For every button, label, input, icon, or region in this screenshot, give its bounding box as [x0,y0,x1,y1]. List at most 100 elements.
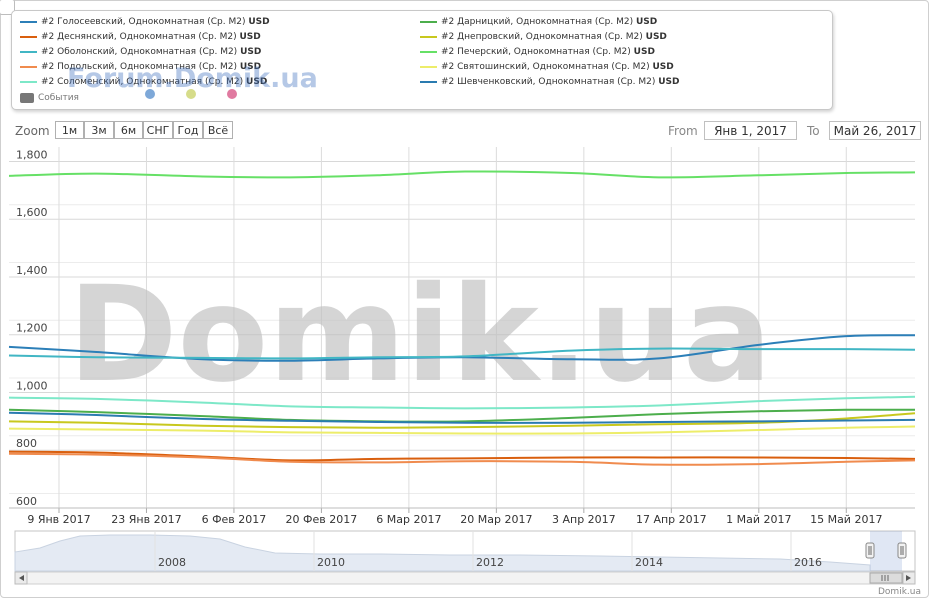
legend-unit: USD [652,62,674,72]
legend-item[interactable]: #2 Днепровский, Однокомнатная (Ср. М2) U… [420,30,667,44]
legend-unit: USD [248,17,270,27]
y-tick-label: 800 [16,437,37,450]
legend-swatch [20,80,37,83]
legend-item[interactable]: #2 Подольский, Однокомнатная (Ср. М2) US… [20,60,261,74]
events-label: События [38,93,79,103]
zoom-button[interactable]: СНГ [143,121,173,139]
legend-item[interactable]: #2 Дарницкий, Однокомнатная (Ср. М2) USD [420,15,657,29]
navigator-tick-label: 2012 [476,556,504,569]
navigator-tick-label: 2014 [635,556,663,569]
x-tick-label: 3 Апр 2017 [552,513,616,526]
arrow-left-icon [19,575,24,581]
x-tick-label: 6 Фев 2017 [202,513,267,526]
series-line[interactable] [8,425,916,435]
series-line[interactable] [8,412,916,429]
legend-label: #2 Деснянский, Однокомнатная (Ср. М2) [41,32,240,42]
series-line[interactable] [8,452,916,466]
navigator-handle[interactable] [865,542,875,559]
x-tick-label: 20 Фев 2017 [286,513,358,526]
legend-item[interactable]: #2 Печерский, Однокомнатная (Ср. М2) USD [420,45,655,59]
legend-dot [145,89,155,99]
from-date-input[interactable]: Янв 1, 2017 [704,121,797,140]
series-line[interactable] [8,408,916,423]
legend-label: #2 Святошинский, Однокомнатная (Ср. М2) [441,62,653,72]
x-tick-label: 20 Мар 2017 [460,513,532,526]
legend-label: #2 Днепровский, Однокомнатная (Ср. М2) [441,32,646,42]
legend-unit: USD [645,32,667,42]
legend-unit: USD [635,17,658,27]
from-label: From [668,124,698,138]
x-tick-label: 9 Янв 2017 [27,513,90,526]
legend-swatch [420,80,437,83]
events-swatch [20,92,34,103]
legend-swatch [420,65,437,68]
zoom-button[interactable]: 1м [55,121,84,139]
series-line[interactable] [8,395,916,410]
navigator-selection[interactable] [870,531,902,571]
legend-swatch [20,50,37,53]
legend-swatch [420,35,437,38]
series-line[interactable] [8,170,916,179]
to-label: To [807,124,820,138]
legend-item[interactable]: #2 Святошинский, Однокомнатная (Ср. М2) … [420,60,674,74]
navigator-tick-label: 2010 [317,556,345,569]
credit: Domik.ua [878,587,921,597]
y-tick-label: 1,400 [16,264,48,277]
legend-dot [227,89,237,99]
scrollbar-track[interactable] [14,571,916,585]
zoom-button[interactable]: 3м [84,121,114,139]
legend-label: #2 Голосеевский, Однокомнатная (Ср. М2) [41,17,249,27]
legend-label: #2 Подольский, Однокомнатная (Ср. М2) [41,62,240,72]
legend-label: #2 Оболонский, Однокомнатная (Ср. М2) [41,47,241,57]
legend-unit: USD [239,32,261,42]
y-tick-label: 600 [16,495,37,508]
legend-swatch [420,20,437,23]
legend-item[interactable]: #2 Голосеевский, Однокомнатная (Ср. М2) … [20,15,270,29]
navigator-tick-label: 2016 [794,556,822,569]
zoom-button[interactable]: Всё [203,121,233,139]
legend-swatch [20,20,37,23]
x-tick-label: 6 Мар 2017 [376,513,441,526]
navigator-handle[interactable] [897,542,907,559]
watermark: Domik.ua [68,258,772,412]
legend-label: #2 Дарницкий, Однокомнатная (Ср. М2) [441,17,636,27]
navigator-series [14,534,871,572]
legend-item[interactable]: #2 Соломенский, Однокомнатная (Ср. М2) U… [20,75,267,89]
scrollbar-thumb[interactable] [869,572,903,584]
legend-item[interactable]: #2 Шевченковский, Однокомнатная (Ср. М2)… [420,75,680,89]
legend-item[interactable]: #2 Оболонский, Однокомнатная (Ср. М2) US… [20,45,261,59]
legend-unit: USD [633,47,655,57]
legend-swatch [20,65,37,68]
x-tick-label: 23 Янв 2017 [111,513,181,526]
zoom-button[interactable]: Год [173,121,203,139]
legend-label: #2 Соломенский, Однокомнатная (Ср. М2) [41,77,247,87]
navigator-tick-label: 2008 [158,556,186,569]
legend-unit: USD [240,47,262,57]
y-tick-label: 1,600 [16,206,48,219]
legend-item-events[interactable]: События [20,91,79,105]
legend-item[interactable]: #2 Деснянский, Однокомнатная (Ср. М2) US… [20,30,261,44]
legend-swatch [420,50,437,53]
legend-unit: USD [239,62,262,72]
legend-dot [186,89,196,99]
series-line[interactable] [8,411,916,424]
legend-label: #2 Шевченковский, Однокомнатная (Ср. М2) [441,77,659,87]
legend: #2 Голосеевский, Однокомнатная (Ср. М2) … [11,10,833,110]
zoom-button[interactable]: 6м [114,121,143,139]
legend-label: #2 Печерский, Однокомнатная (Ср. М2) [441,47,634,57]
legend-unit: USD [658,77,680,87]
x-tick-label: 17 Апр 2017 [636,513,707,526]
to-date-input[interactable]: Май 26, 2017 [829,121,921,140]
y-tick-label: 1,200 [16,322,48,335]
series-line[interactable] [8,347,916,360]
x-tick-label: 1 Май 2017 [726,513,791,526]
arrow-right-icon [906,575,911,581]
legend-unit: USD [246,77,268,87]
series-line[interactable] [8,450,916,462]
y-tick-label: 1,800 [16,148,48,161]
x-tick-label: 15 Май 2017 [810,513,882,526]
legend-swatch [20,35,37,38]
zoom-label: Zoom [15,124,50,138]
